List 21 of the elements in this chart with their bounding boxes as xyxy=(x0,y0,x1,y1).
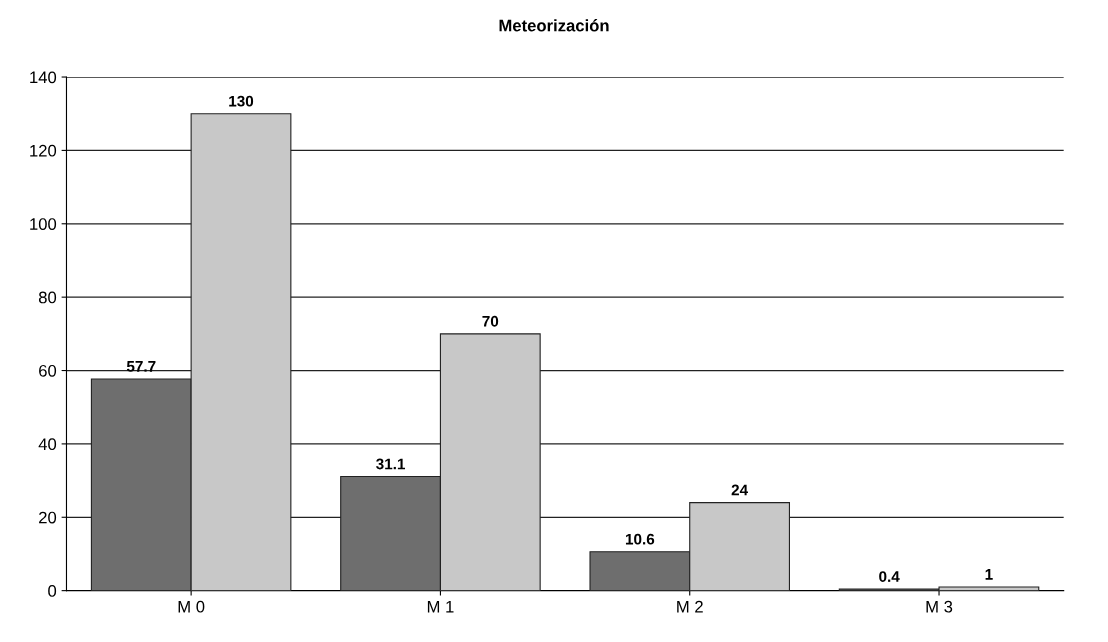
data-label: 130 xyxy=(229,95,254,107)
data-label: 1 xyxy=(985,569,993,580)
y-tick-label: 20 xyxy=(39,511,57,524)
y-tick-label: 120 xyxy=(30,144,57,157)
y-tick-label: 40 xyxy=(38,438,57,451)
data-label: 10.6 xyxy=(625,533,655,545)
data-label: 24 xyxy=(731,484,749,496)
chart-title: Meteorización xyxy=(499,19,609,32)
x-tick-label: M 1 xyxy=(427,600,454,613)
x-tick-label: M 0 xyxy=(178,600,205,613)
y-tick-label: 100 xyxy=(30,218,57,230)
y-tick-label: 140 xyxy=(30,71,57,84)
x-tick-label: M 2 xyxy=(677,600,703,613)
data-label: 70 xyxy=(482,315,499,327)
data-label: 57.7 xyxy=(126,361,156,372)
x-tick-label: M 3 xyxy=(926,600,953,613)
data-label: 0.4 xyxy=(879,571,900,582)
data-label: 31.1 xyxy=(376,458,406,470)
y-tick-label: 80 xyxy=(38,291,57,304)
y-tick-label: 60 xyxy=(39,364,57,377)
y-tick-label: 0 xyxy=(48,585,57,597)
